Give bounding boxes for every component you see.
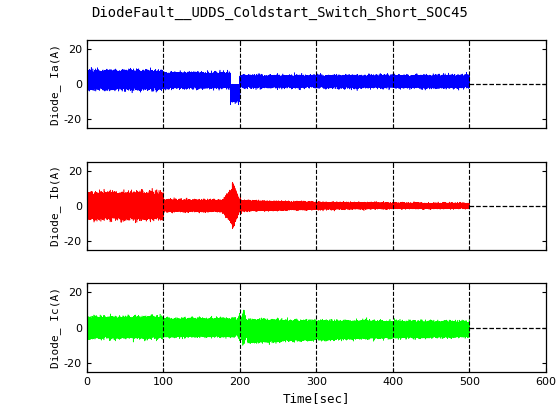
Y-axis label: Diode_ Ic(A): Diode_ Ic(A) (50, 287, 61, 368)
Text: DiodeFault__UDDS_Coldstart_Switch_Short_SOC45: DiodeFault__UDDS_Coldstart_Switch_Short_… (92, 6, 468, 21)
Y-axis label: Diode_ Ib(A): Diode_ Ib(A) (50, 165, 61, 246)
X-axis label: Time[sec]: Time[sec] (283, 392, 350, 405)
Y-axis label: Diode_ Ia(A): Diode_ Ia(A) (50, 44, 61, 124)
